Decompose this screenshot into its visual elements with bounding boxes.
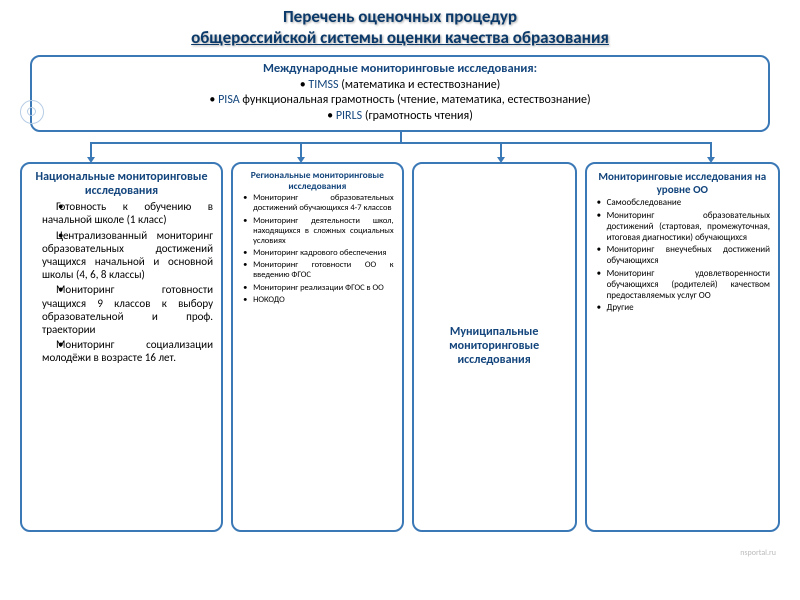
slide-title: Перечень оценочных процедур общероссийск… xyxy=(10,6,790,49)
list-item: Мониторинг реализации ФГОС в ОО xyxy=(253,283,394,293)
top-item: • PIRLS (грамотность чтения) xyxy=(48,109,752,125)
top-box-list: • TIMSS (математика и естествознание) • … xyxy=(48,78,752,125)
list-item: Мониторинг кадрового обеспечения xyxy=(253,248,394,258)
col-heading: Мониторинговые исследования на уровне ОО xyxy=(595,170,770,196)
arrow-down-icon xyxy=(297,157,305,163)
col-national: Национальные мониторинговые исследования… xyxy=(20,162,223,532)
col-municipal: Муниципальные мониторинговые исследовани… xyxy=(412,162,577,532)
acronym: PISA xyxy=(218,93,240,107)
conn-stem xyxy=(400,132,402,142)
list-item: Мониторинг внеучебных достижений обучающ… xyxy=(607,245,770,267)
arrow-down-icon xyxy=(707,157,715,163)
col-heading: Региональные мониторинговые исследования xyxy=(241,170,394,191)
list-item: Мониторинг готовности ОО к введению ФГОС xyxy=(253,260,394,280)
col-heading: Муниципальные мониторинговые исследовани… xyxy=(422,325,567,367)
title-line-2: общероссийской системы оценки качества о… xyxy=(191,27,609,48)
acronym: PIRLS xyxy=(336,109,362,123)
list-item: Готовность к обучению в начальной школе … xyxy=(42,200,213,226)
list-item: Мониторинг образовательных достижений (с… xyxy=(607,211,770,243)
connectors xyxy=(30,132,770,162)
col-regional: Региональные мониторинговые исследования… xyxy=(231,162,404,532)
acronym-desc: (грамотность чтения) xyxy=(362,109,473,123)
list-item: Мониторинг образовательных достижений об… xyxy=(253,193,394,213)
list-item: Централизованный мониторинг образователь… xyxy=(42,229,213,282)
acronym-desc: функциональная грамотность (чтение, мате… xyxy=(240,93,591,107)
list-item: Мониторинг готовности учащихся 9 классов… xyxy=(42,283,213,336)
top-item: • TIMSS (математика и естествознание) xyxy=(48,78,752,94)
title-line-1: Перечень оценочных процедур xyxy=(283,6,517,27)
top-box: Международные мониторинговые исследовани… xyxy=(30,55,770,133)
top-box-heading: Международные мониторинговые исследовани… xyxy=(48,61,752,76)
col-list: Мониторинг образовательных достижений об… xyxy=(241,193,394,307)
slide: Перечень оценочных процедур общероссийск… xyxy=(0,0,800,600)
acronym-desc: (математика и естествознание) xyxy=(339,78,501,92)
list-item: Мониторинг удовлетворенности обучающихся… xyxy=(607,269,770,301)
col-oo: Мониторинговые исследования на уровне ОО… xyxy=(585,162,780,532)
conn-drop xyxy=(710,142,712,158)
top-item: • PISA функциональная грамотность (чтени… xyxy=(48,93,752,109)
columns-row: Национальные мониторинговые исследования… xyxy=(20,162,780,532)
acronym: TIMSS xyxy=(308,78,338,92)
list-item: Мониторинг социализации молодёжи в возра… xyxy=(42,338,213,364)
conn-drop xyxy=(300,142,302,158)
watermark: nsportal.ru xyxy=(740,549,776,558)
list-item: НОКОДО xyxy=(253,295,394,305)
col-list: Самообследование Мониторинг образователь… xyxy=(595,198,770,316)
col-list: Готовность к обучению в начальной школе … xyxy=(30,200,213,366)
arrow-down-icon xyxy=(87,157,95,163)
conn-drop xyxy=(90,142,92,158)
list-item: Самообследование xyxy=(607,198,770,209)
arrow-down-icon xyxy=(497,157,505,163)
list-item: Другие xyxy=(607,303,770,314)
col-heading: Национальные мониторинговые исследования xyxy=(30,170,213,198)
decorative-sun-icon xyxy=(20,100,44,124)
conn-drop xyxy=(500,142,502,158)
list-item: Мониторинг деятельности школ, находящихс… xyxy=(253,216,394,247)
conn-hbar xyxy=(90,142,710,144)
